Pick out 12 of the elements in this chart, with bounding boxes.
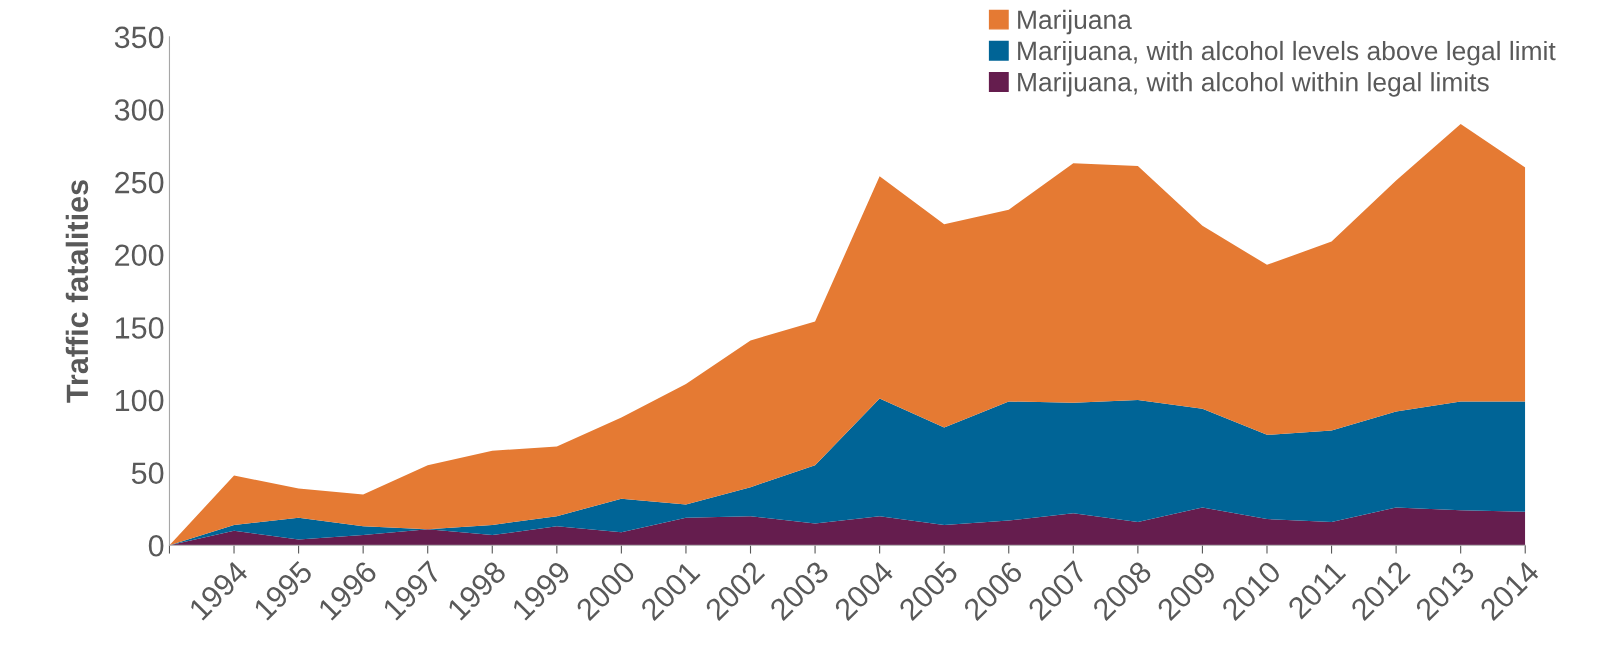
y-tick-label: 200 <box>115 244 164 267</box>
y-tick-label: 250 <box>115 171 164 194</box>
y-tick-label: 300 <box>114 99 164 121</box>
legend-label: Marijuana <box>1018 9 1132 35</box>
y-axis-title: Traffic fatalities <box>65 180 89 403</box>
legend-label: Marijuana, with alcohol within legal limits <box>1018 72 1489 97</box>
y-tick-label: 150 <box>115 317 164 339</box>
legend-label: Marijuana, with alcohol levels above legal limit <box>1018 40 1556 66</box>
y-tick-label: 350 <box>114 26 164 49</box>
y-tick-label: 50 <box>131 462 164 484</box>
y-tick-label: 100 <box>115 389 164 412</box>
y-tick-label: 0 <box>148 534 164 557</box>
